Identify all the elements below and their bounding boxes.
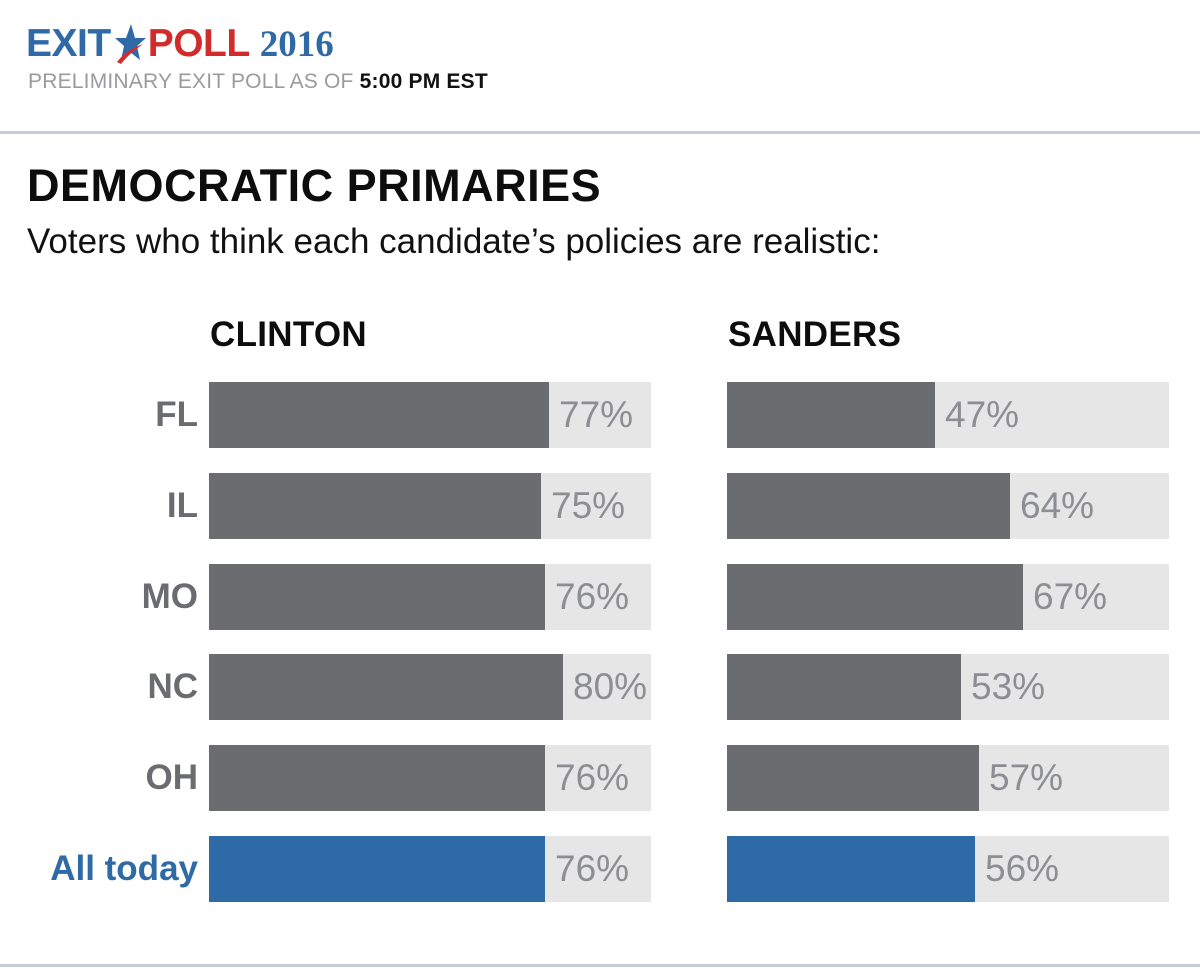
bar-track: 80% xyxy=(209,654,651,720)
bar-clinton-mo xyxy=(209,564,545,630)
logo-poll-text: POLL xyxy=(147,22,251,65)
footer-divider xyxy=(0,964,1200,967)
data-label: 76% xyxy=(555,757,630,798)
bar-sanders-all-today xyxy=(727,836,975,902)
bar-sanders-fl xyxy=(727,382,935,448)
data-label: 47% xyxy=(945,394,1020,435)
logo-exit-text: EXIT xyxy=(26,22,111,65)
data-label: 57% xyxy=(989,757,1064,798)
timestamp-line: PRELIMINARY EXIT POLL AS OF 5:00 PM EST xyxy=(28,70,488,94)
category-label: OH xyxy=(145,758,199,797)
bar-clinton-nc xyxy=(209,654,563,720)
timestamp-prefix: PRELIMINARY EXIT POLL AS OF xyxy=(28,70,354,93)
bar-clinton-all-today xyxy=(209,836,545,902)
bar-track: 76% xyxy=(209,564,651,630)
bar-sanders-oh xyxy=(727,745,979,811)
bar-track: 57% xyxy=(727,745,1169,811)
data-label: 64% xyxy=(1020,485,1095,526)
series-label-sanders: SANDERS xyxy=(728,315,902,354)
header-divider xyxy=(0,131,1200,134)
bar-track: 67% xyxy=(727,564,1169,630)
bar-track: 76% xyxy=(209,745,651,811)
bar-track: 53% xyxy=(727,654,1169,720)
category-label: FL xyxy=(155,395,198,434)
bar-track: 76% xyxy=(209,836,651,902)
bar-track: 64% xyxy=(727,473,1169,539)
data-label: 75% xyxy=(551,485,626,526)
bar-track: 56% xyxy=(727,836,1169,902)
bar-track: 75% xyxy=(209,473,651,539)
bar-sanders-il xyxy=(727,473,1010,539)
data-label: 77% xyxy=(559,394,634,435)
category-label: All today xyxy=(50,849,198,888)
category-label: MO xyxy=(141,577,198,616)
bar-track: 47% xyxy=(727,382,1169,448)
star-icon xyxy=(113,22,147,66)
chart-title: DEMOCRATIC PRIMARIES xyxy=(27,160,602,211)
bar-clinton-oh xyxy=(209,745,545,811)
data-label: 67% xyxy=(1033,576,1108,617)
bar-track: 77% xyxy=(209,382,651,448)
bar-sanders-mo xyxy=(727,564,1023,630)
data-label: 80% xyxy=(573,666,648,707)
logo-year-text: 2016 xyxy=(259,23,334,65)
bar-clinton-il xyxy=(209,473,541,539)
series-label-clinton: CLINTON xyxy=(210,315,368,354)
category-label: IL xyxy=(166,486,198,525)
data-label: 53% xyxy=(971,666,1046,707)
bar-clinton-fl xyxy=(209,382,549,448)
exit-poll-logo: EXIT POLL 2016 xyxy=(26,16,334,72)
data-label: 76% xyxy=(555,848,630,889)
data-label: 56% xyxy=(985,848,1060,889)
timestamp-time: 5:00 PM EST xyxy=(359,70,488,93)
bar-sanders-nc xyxy=(727,654,961,720)
chart-subtitle: Voters who think each candidate’s polici… xyxy=(27,222,881,261)
category-label: NC xyxy=(147,667,198,706)
data-label: 76% xyxy=(555,576,630,617)
